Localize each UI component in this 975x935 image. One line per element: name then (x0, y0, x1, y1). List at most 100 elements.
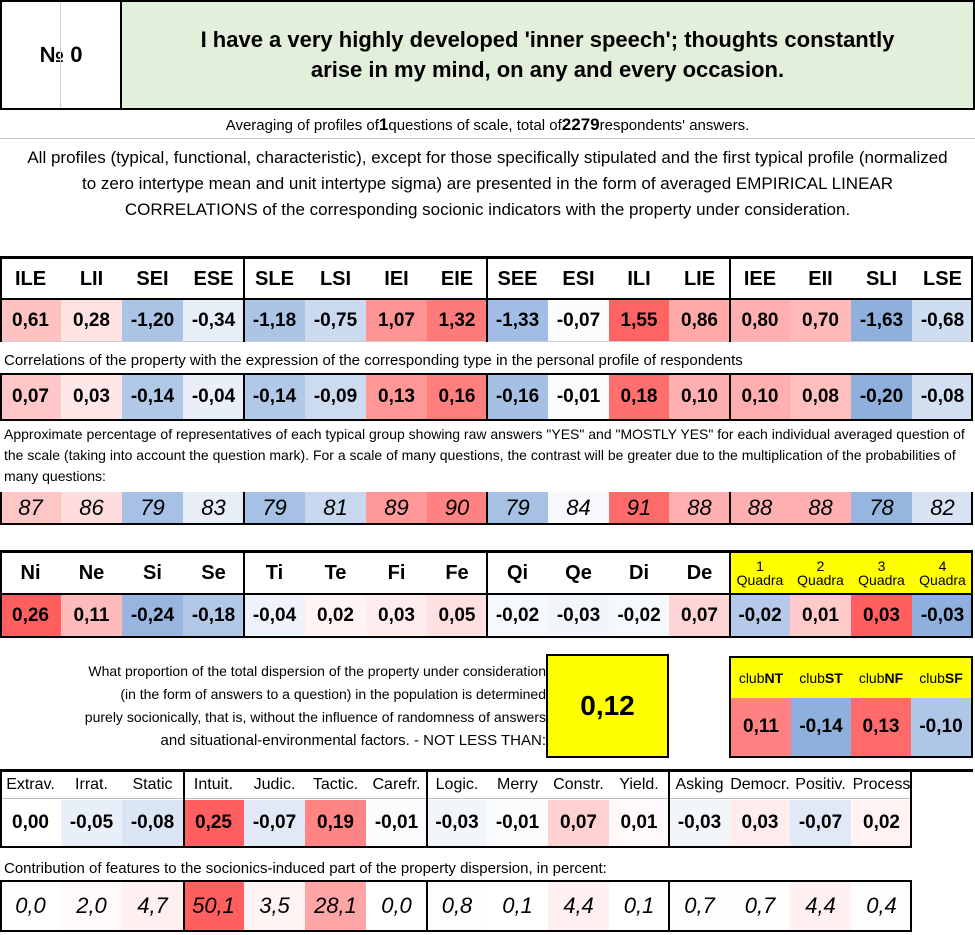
function-label-9: Qi (506, 561, 529, 584)
quadra-word: Quadra (858, 572, 905, 588)
type-percentage-9: 79 (487, 492, 548, 524)
function-value-11: -0,02 (609, 595, 669, 637)
features-group-divider (0, 772, 2, 848)
type-percentage-4: 83 (183, 492, 244, 524)
type-profile-2: 0,28 (61, 300, 122, 342)
description-text: All profiles (typical, functional, chara… (27, 148, 948, 219)
feature-value-12: -0,03 (669, 800, 730, 846)
club-value-4: -0,10 (911, 698, 971, 756)
type-label-1: ILE (14, 267, 47, 290)
type-profile-10: -0,07 (548, 300, 609, 342)
features-group-divider (910, 880, 912, 932)
feature-contribution-3: 4,7 (122, 882, 183, 930)
type-correlation-2: 0,03 (61, 374, 122, 420)
type-label-10: ESI (562, 267, 595, 290)
function-label-2: Ne (78, 561, 105, 584)
type-profile-14: 0,70 (790, 300, 851, 342)
feature-label-1: Extrav. (6, 776, 55, 793)
types-group-divider (729, 492, 731, 524)
feature-value-8: -0,03 (427, 800, 487, 846)
function-label-3: Si (143, 561, 162, 584)
types-group-divider (971, 259, 973, 342)
functions-group-divider (486, 553, 488, 637)
club-prefix: club (799, 670, 825, 686)
question-text: I have a very highly developed 'inner sp… (122, 2, 973, 108)
type-correlation-12: 0,10 (669, 374, 730, 420)
quadra-word: Quadra (797, 572, 844, 588)
features-group-divider (668, 772, 670, 848)
functions-group-divider (243, 553, 245, 637)
quadra-word: Quadra (736, 572, 784, 588)
functions-group-divider (971, 553, 973, 637)
quadra-value-4: -0,03 (912, 595, 973, 637)
correlation-note: Correlations of the property with the ex… (4, 352, 743, 369)
type-profile-15: -1,63 (851, 300, 912, 342)
type-label-7: IEI (384, 267, 409, 290)
feature-contribution-12: 0,7 (669, 882, 730, 930)
type-profile-13: 0,80 (730, 300, 790, 342)
feature-contribution-15: 0,4 (851, 882, 912, 930)
feature-label-14: Positiv. (795, 776, 846, 793)
feature-contribution-9: 0,1 (487, 882, 548, 930)
club-value-1: 0,11 (731, 698, 791, 756)
averaging-divider (0, 138, 975, 139)
corr-bottom (0, 419, 973, 421)
types-group-divider (0, 492, 2, 524)
feature-value-2: -0,05 (61, 800, 122, 846)
feature-value-3: -0,08 (122, 800, 183, 846)
quadra-number: 3 (877, 558, 886, 574)
types-group-divider (971, 374, 973, 420)
type-percentage-10: 84 (548, 492, 609, 524)
type-label-8: EIE (440, 267, 474, 290)
function-value-8: 0,05 (427, 595, 487, 637)
quadra-number: 1 (756, 558, 764, 574)
features-group-divider (910, 772, 912, 848)
feature-value-9: -0,01 (487, 800, 548, 846)
type-label-13: IEE (743, 267, 777, 290)
club-prefix: club (919, 670, 945, 686)
features-group-divider (668, 880, 670, 932)
club-label-4: club SF (911, 658, 971, 698)
feature-contribution-13: 0,7 (730, 882, 790, 930)
type-correlation-16: -0,08 (912, 374, 973, 420)
types-group-divider (729, 259, 731, 342)
type-correlation-8: 0,16 (427, 374, 487, 420)
feature-contribution-10: 4,4 (548, 882, 609, 930)
type-label-6: LSI (319, 267, 352, 290)
averaging-suffix: respondents' answers. (599, 116, 750, 134)
feature-value-7: -0,01 (366, 800, 427, 846)
type-percentage-6: 81 (305, 492, 366, 524)
feature-value-4: 0,25 (183, 800, 244, 846)
feature-contribution-5: 3,5 (244, 882, 305, 930)
header-box (0, 0, 975, 110)
feature-label-8: Logic. (435, 776, 479, 793)
quadra-value-2: 0,01 (790, 595, 851, 637)
function-value-3: -0,24 (122, 595, 183, 637)
type-label-14: EII (808, 267, 833, 290)
club-value-3: 0,13 (851, 698, 911, 756)
quadra-number: 2 (816, 558, 825, 574)
type-profile-16: -0,68 (912, 300, 973, 342)
dispersion-line-3: purely socionically, that is, without th… (84, 709, 546, 725)
type-label-3: SEI (136, 267, 169, 290)
pct-bottom (0, 523, 973, 525)
feature-value-11: 0,01 (609, 800, 669, 846)
feature-label-6: Tactic. (312, 776, 359, 793)
feature-contribution-1: 0,0 (0, 882, 61, 930)
types-group-divider (0, 374, 2, 420)
type-label-4: ESE (193, 267, 234, 290)
quadra-number: 4 (938, 558, 947, 574)
type-percentage-1: 87 (0, 492, 61, 524)
function-value-10: -0,03 (548, 595, 609, 637)
function-label-7: Fi (387, 561, 406, 584)
club-prefix: club (858, 670, 885, 686)
feature-value-6: 0,19 (305, 800, 366, 846)
function-value-9: -0,02 (487, 595, 548, 637)
func-top (0, 550, 973, 553)
feature-value-13: 0,03 (730, 800, 790, 846)
function-label-8: Fe (445, 561, 469, 584)
dispersion-line-4: and situational-environmental factors. -… (160, 732, 546, 749)
type-profile-12: 0,86 (669, 300, 730, 342)
features-group-divider (426, 880, 428, 932)
question-number: № 0 (39, 42, 83, 67)
